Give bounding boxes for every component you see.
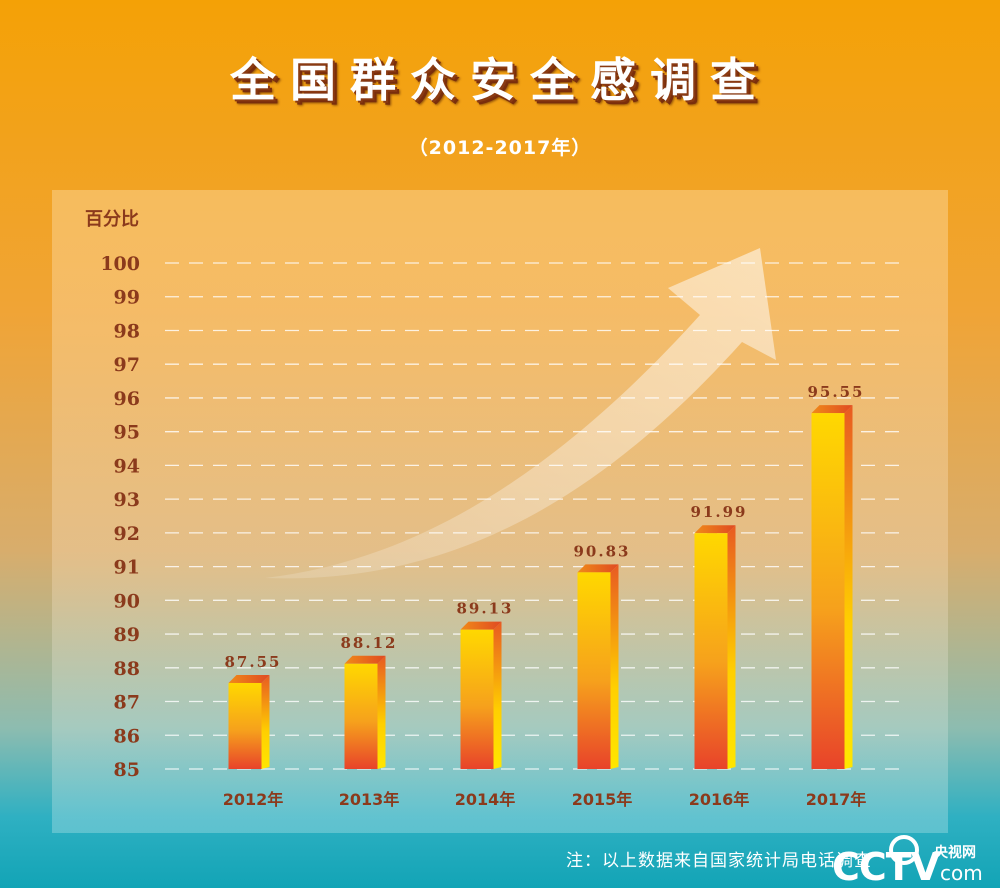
data-label: 88.12 <box>341 634 398 652</box>
bar-front <box>344 663 378 769</box>
svg-text:com: com <box>940 861 983 884</box>
bar: 91.99 <box>691 503 748 769</box>
bar: 88.12 <box>341 634 398 769</box>
y-tick-label: 89 <box>114 624 140 646</box>
data-label: 87.55 <box>225 653 282 671</box>
y-axis-label: 百分比 <box>85 209 139 230</box>
bar: 87.55 <box>225 653 282 769</box>
bar: 95.55 <box>808 383 865 769</box>
bar-top <box>228 674 270 683</box>
x-tick-label: 2015年 <box>572 790 633 809</box>
bar-side <box>844 405 853 769</box>
data-label: 89.13 <box>457 600 514 618</box>
bar-front <box>460 629 494 769</box>
bar-top <box>460 621 502 630</box>
bar-top <box>811 405 853 414</box>
bar: 90.83 <box>574 542 631 769</box>
y-tick-label: 88 <box>114 658 140 680</box>
data-label: 90.83 <box>574 542 631 560</box>
chart-title: 全国群众安全感调查 <box>230 53 770 107</box>
y-tick-label: 86 <box>114 725 140 747</box>
data-label: 95.55 <box>808 383 865 401</box>
y-tick-label: 98 <box>114 320 140 342</box>
y-axis-ticks: 85 86 87 88 89 90 91 92 93 94 95 96 97 98 99 100 <box>100 253 140 781</box>
y-tick-label: 97 <box>114 354 140 376</box>
bar-side <box>610 564 619 769</box>
bar-top <box>577 564 619 573</box>
bar-front <box>577 572 611 769</box>
y-tick-label: 91 <box>114 557 140 579</box>
bar-side <box>493 621 502 769</box>
bar-front <box>811 413 845 769</box>
y-tick-label: 85 <box>114 759 140 781</box>
x-axis-ticks: 2012年 2013年 2014年 2015年 2016年 2017年 <box>223 790 867 809</box>
bar-top <box>694 525 736 534</box>
y-tick-label: 92 <box>114 523 140 545</box>
bar-side <box>727 525 736 769</box>
x-tick-label: 2017年 <box>806 790 867 809</box>
bars: 87.55 88.12 89.13 90.83 91.99 95.55 <box>225 383 865 769</box>
x-tick-label: 2016年 <box>689 790 750 809</box>
y-tick-label: 96 <box>114 388 140 410</box>
y-tick-label: 99 <box>114 287 140 309</box>
y-tick-label: 93 <box>114 489 140 511</box>
y-tick-label: 94 <box>114 455 140 477</box>
bar-side <box>377 655 386 769</box>
y-tick-label: 95 <box>114 422 140 444</box>
bar: 89.13 <box>457 600 514 769</box>
x-tick-label: 2014年 <box>455 790 516 809</box>
data-label: 91.99 <box>691 503 748 521</box>
y-tick-label: 87 <box>114 692 140 714</box>
bar-side <box>261 674 270 769</box>
logo-chinese-text: 央视网 <box>934 845 976 861</box>
x-tick-label: 2012年 <box>223 790 284 809</box>
x-tick-label: 2013年 <box>339 790 400 809</box>
y-tick-label: 100 <box>100 253 140 275</box>
chart-subtitle: （2012-2017年） <box>408 137 592 159</box>
grid-lines <box>165 262 900 770</box>
bar-front <box>228 682 262 769</box>
footnote: 注：以上数据来自国家统计局电话调查 <box>566 851 872 871</box>
y-tick-label: 90 <box>114 590 140 612</box>
bar-top <box>344 655 386 664</box>
bar-front <box>694 533 728 769</box>
trend-arrow-icon <box>265 248 776 579</box>
cctv-logo: CCTV com <box>832 835 983 884</box>
svg-text:CCTV: CCTV <box>832 845 941 884</box>
